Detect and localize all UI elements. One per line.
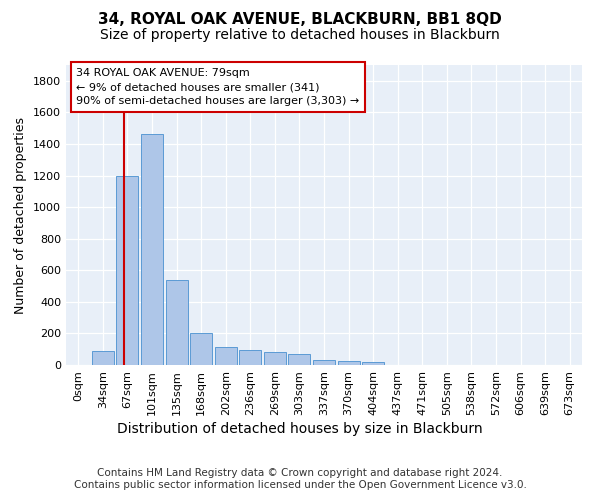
Text: 34, ROYAL OAK AVENUE, BLACKBURN, BB1 8QD: 34, ROYAL OAK AVENUE, BLACKBURN, BB1 8QD <box>98 12 502 28</box>
Text: Distribution of detached houses by size in Blackburn: Distribution of detached houses by size … <box>117 422 483 436</box>
Bar <box>141 134 163 365</box>
Text: Contains HM Land Registry data © Crown copyright and database right 2024.
Contai: Contains HM Land Registry data © Crown c… <box>74 468 526 490</box>
Bar <box>313 360 335 365</box>
Bar <box>190 334 212 365</box>
Text: Size of property relative to detached houses in Blackburn: Size of property relative to detached ho… <box>100 28 500 42</box>
Bar <box>264 352 286 365</box>
Bar <box>116 176 139 365</box>
Bar <box>215 347 237 365</box>
Bar <box>92 351 114 365</box>
Bar <box>338 361 359 365</box>
Text: 34 ROYAL OAK AVENUE: 79sqm
← 9% of detached houses are smaller (341)
90% of semi: 34 ROYAL OAK AVENUE: 79sqm ← 9% of detac… <box>76 68 359 106</box>
Bar <box>239 350 262 365</box>
Bar <box>362 362 384 365</box>
Bar <box>166 280 188 365</box>
Y-axis label: Number of detached properties: Number of detached properties <box>14 116 28 314</box>
Bar <box>289 354 310 365</box>
